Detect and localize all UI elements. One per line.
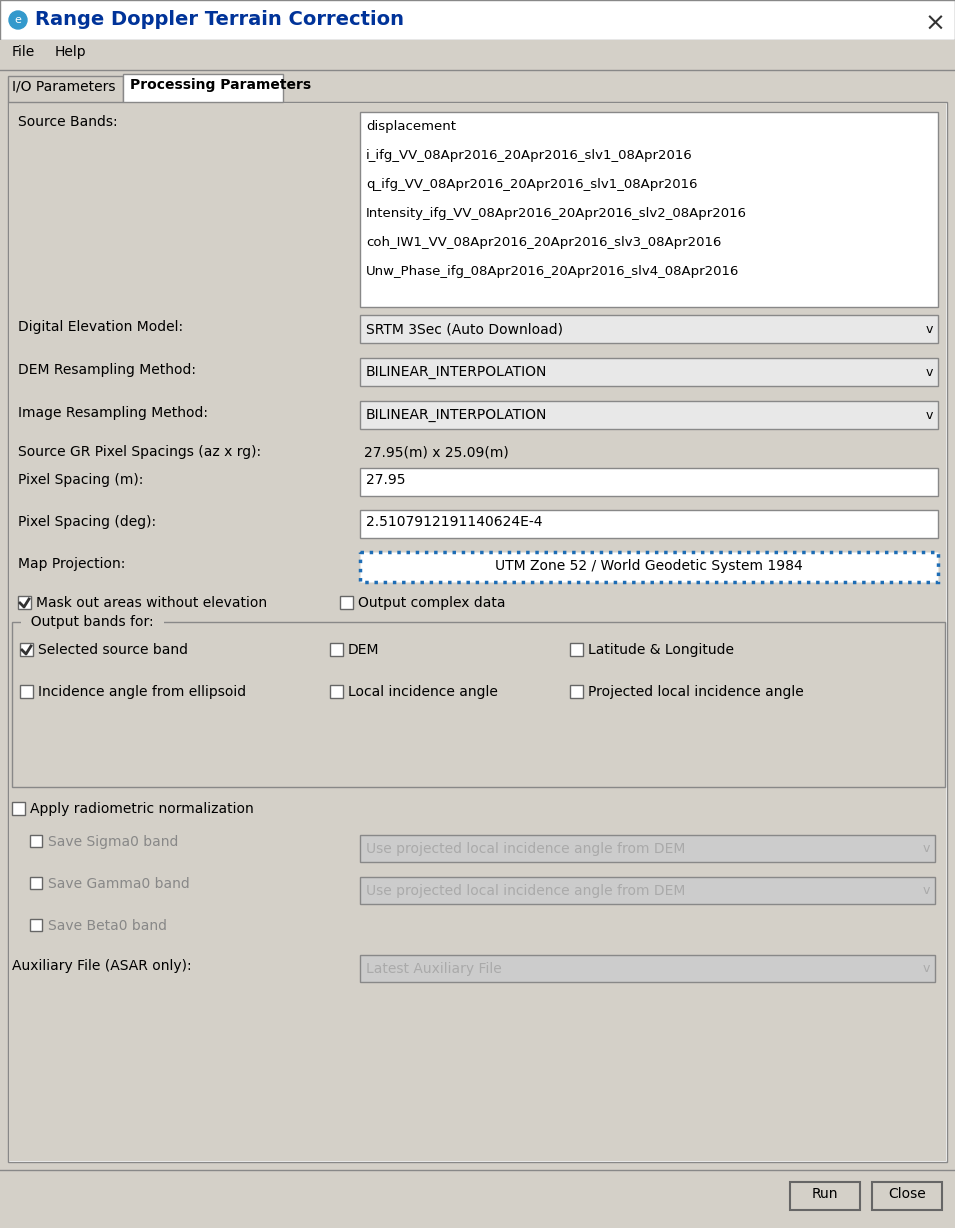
FancyBboxPatch shape [30,835,42,847]
Circle shape [9,11,27,29]
Text: BILINEAR_INTERPOLATION: BILINEAR_INTERPOLATION [366,408,547,422]
Text: v: v [923,884,929,896]
Text: Image Resampling Method:: Image Resampling Method: [18,406,208,420]
Text: Save Beta0 band: Save Beta0 band [48,919,167,933]
Text: Apply radiometric normalization: Apply radiometric normalization [30,802,254,815]
Text: Output bands for:: Output bands for: [22,615,162,629]
Text: Digital Elevation Model:: Digital Elevation Model: [18,321,183,334]
Text: Auxiliary File (ASAR only):: Auxiliary File (ASAR only): [12,959,192,973]
FancyBboxPatch shape [360,468,938,496]
Text: ×: × [924,12,945,36]
Text: Save Sigma0 band: Save Sigma0 band [48,835,179,849]
Text: BILINEAR_INTERPOLATION: BILINEAR_INTERPOLATION [366,365,547,379]
Text: Source GR Pixel Spacings (az x rg):: Source GR Pixel Spacings (az x rg): [18,445,261,459]
FancyBboxPatch shape [20,643,33,656]
Text: Incidence angle from ellipsoid: Incidence angle from ellipsoid [38,685,246,699]
FancyBboxPatch shape [12,802,25,815]
FancyBboxPatch shape [360,955,935,982]
Text: DEM: DEM [348,643,379,657]
FancyBboxPatch shape [570,643,583,656]
Text: Processing Parameters: Processing Parameters [130,79,311,92]
Text: Unw_Phase_ifg_08Apr2016_20Apr2016_slv4_08Apr2016: Unw_Phase_ifg_08Apr2016_20Apr2016_slv4_0… [366,265,739,278]
Text: 27.95(m) x 25.09(m): 27.95(m) x 25.09(m) [364,445,509,459]
FancyBboxPatch shape [12,623,945,787]
Text: Selected source band: Selected source band [38,643,188,657]
Text: i_ifg_VV_08Apr2016_20Apr2016_slv1_08Apr2016: i_ifg_VV_08Apr2016_20Apr2016_slv1_08Apr2… [366,149,692,162]
Text: Local incidence angle: Local incidence angle [348,685,498,699]
FancyBboxPatch shape [360,835,935,862]
FancyBboxPatch shape [0,0,955,41]
Text: UTM Zone 52 / World Geodetic System 1984: UTM Zone 52 / World Geodetic System 1984 [495,559,803,573]
Text: Projected local incidence angle: Projected local incidence angle [588,685,804,699]
Text: Range Doppler Terrain Correction: Range Doppler Terrain Correction [35,10,404,29]
FancyBboxPatch shape [20,685,33,698]
Text: 2.5107912191140624E-4: 2.5107912191140624E-4 [366,515,542,529]
FancyBboxPatch shape [360,112,938,307]
FancyBboxPatch shape [872,1183,942,1210]
Text: v: v [923,842,929,855]
Text: Source Bands:: Source Bands: [18,115,117,129]
Text: Intensity_ifg_VV_08Apr2016_20Apr2016_slv2_08Apr2016: Intensity_ifg_VV_08Apr2016_20Apr2016_slv… [366,208,747,220]
Text: Close: Close [888,1187,926,1201]
FancyBboxPatch shape [790,1183,860,1210]
FancyBboxPatch shape [340,596,353,609]
FancyBboxPatch shape [0,70,955,102]
Text: q_ifg_VV_08Apr2016_20Apr2016_slv1_08Apr2016: q_ifg_VV_08Apr2016_20Apr2016_slv1_08Apr2… [366,178,697,192]
Text: Mask out areas without elevation: Mask out areas without elevation [36,596,267,610]
Text: Latest Auxiliary File: Latest Auxiliary File [366,962,501,975]
Text: v: v [923,962,929,975]
Text: 27.95: 27.95 [366,473,406,488]
FancyBboxPatch shape [360,359,938,386]
FancyBboxPatch shape [360,510,938,538]
FancyBboxPatch shape [123,74,283,102]
Text: SRTM 3Sec (Auto Download): SRTM 3Sec (Auto Download) [366,322,563,336]
Text: Pixel Spacing (m):: Pixel Spacing (m): [18,473,143,488]
Text: displacement: displacement [366,120,456,133]
Text: e: e [14,15,21,25]
FancyBboxPatch shape [8,76,123,102]
FancyBboxPatch shape [8,102,947,1162]
FancyBboxPatch shape [360,402,938,429]
Text: coh_IW1_VV_08Apr2016_20Apr2016_slv3_08Apr2016: coh_IW1_VV_08Apr2016_20Apr2016_slv3_08Ap… [366,236,721,249]
FancyBboxPatch shape [18,596,31,609]
FancyBboxPatch shape [330,643,343,656]
FancyBboxPatch shape [0,41,955,70]
Text: v: v [925,409,933,421]
Text: v: v [925,323,933,335]
Text: File: File [12,45,35,59]
FancyBboxPatch shape [360,553,938,582]
FancyBboxPatch shape [30,877,42,889]
Text: v: v [925,366,933,378]
FancyBboxPatch shape [360,877,935,904]
FancyBboxPatch shape [360,316,938,343]
Text: Save Gamma0 band: Save Gamma0 band [48,877,190,892]
FancyBboxPatch shape [570,685,583,698]
FancyBboxPatch shape [30,919,42,931]
FancyBboxPatch shape [330,685,343,698]
Text: Output bands for:: Output bands for: [22,615,162,629]
Text: Use projected local incidence angle from DEM: Use projected local incidence angle from… [366,841,686,856]
FancyBboxPatch shape [9,103,946,1160]
Text: DEM Resampling Method:: DEM Resampling Method: [18,363,196,377]
Text: Run: Run [812,1187,838,1201]
Text: I/O Parameters: I/O Parameters [12,79,116,93]
Text: Help: Help [55,45,87,59]
Text: Latitude & Longitude: Latitude & Longitude [588,643,734,657]
Text: Output complex data: Output complex data [358,596,505,610]
Text: Pixel Spacing (deg):: Pixel Spacing (deg): [18,515,156,529]
Text: Map Projection:: Map Projection: [18,558,125,571]
Text: Use projected local incidence angle from DEM: Use projected local incidence angle from… [366,883,686,898]
